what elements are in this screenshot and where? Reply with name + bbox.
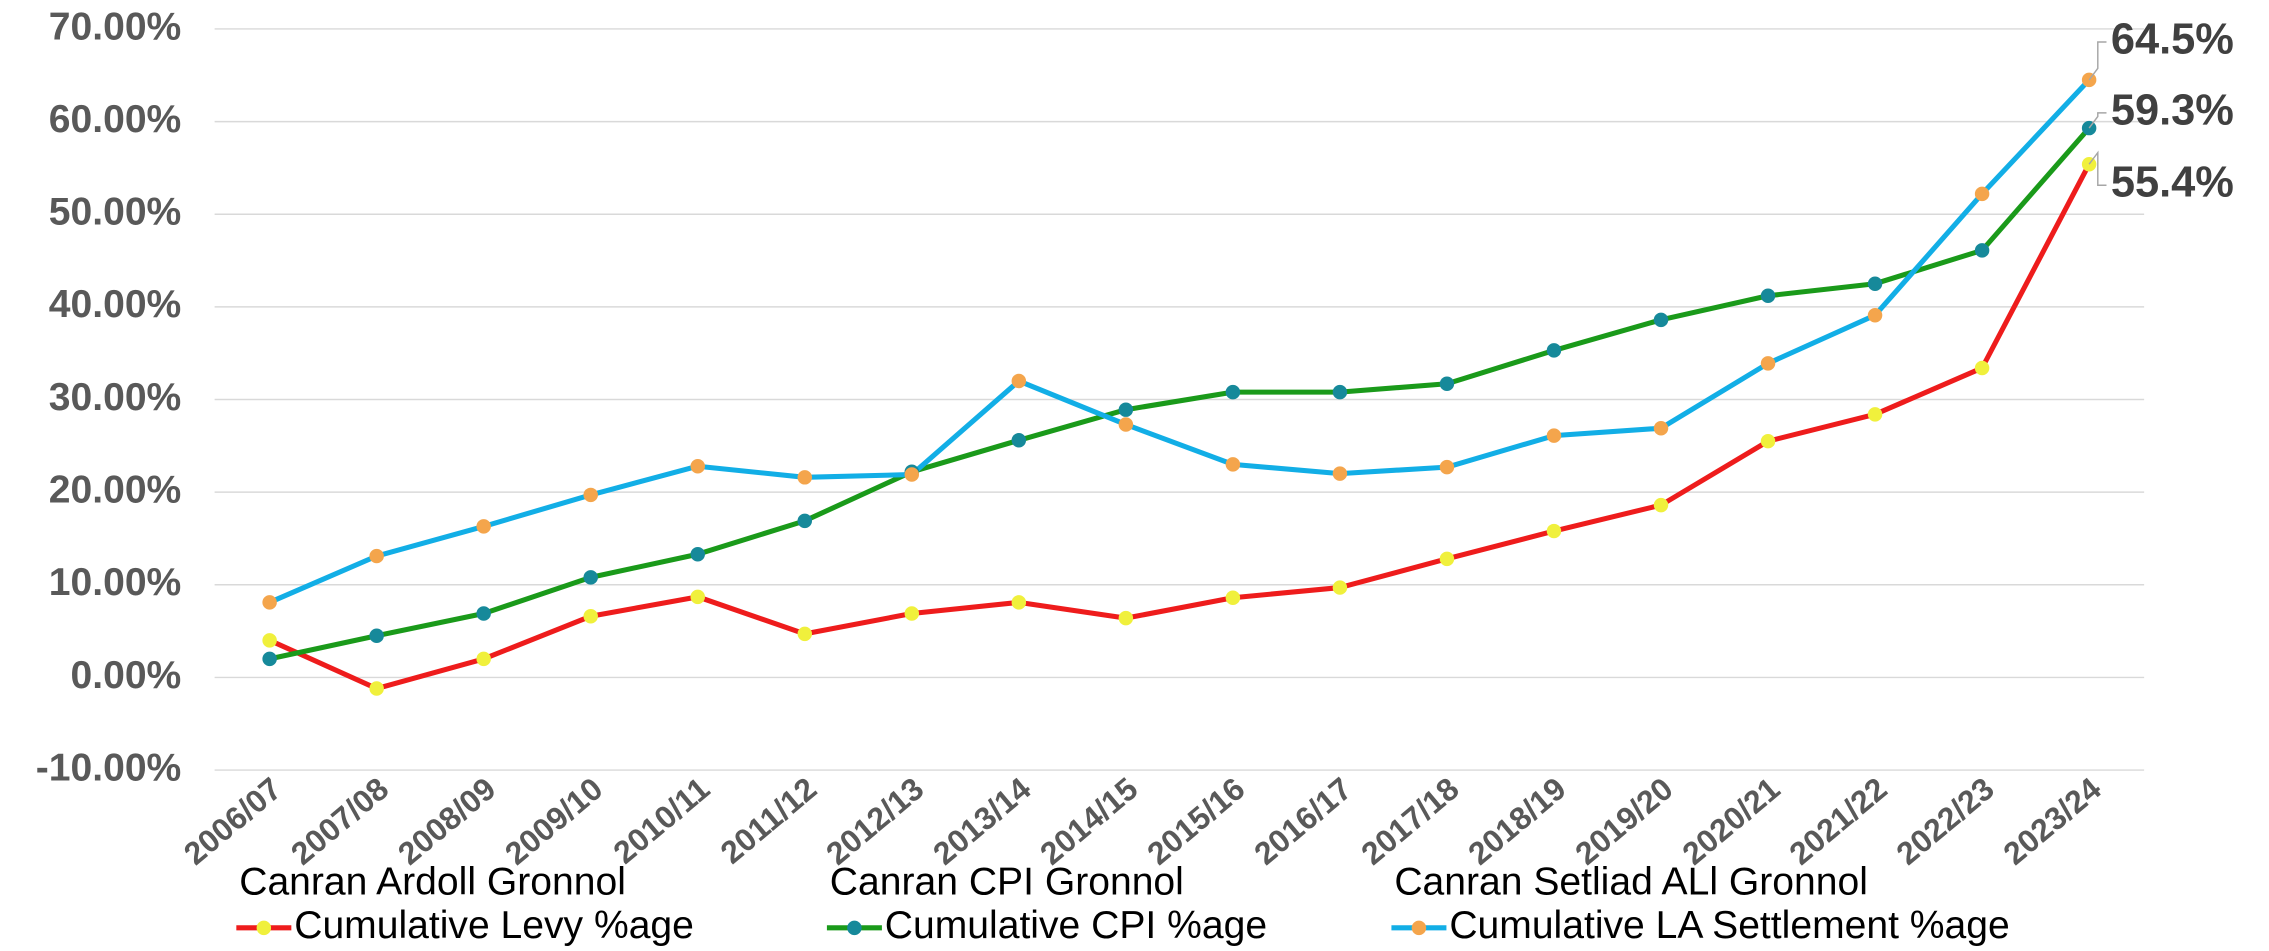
data-point [690,589,705,605]
y-tick-label: 10.00% [49,561,182,604]
y-tick-label: 60.00% [49,98,182,141]
data-point [476,651,491,667]
data-point [262,633,277,648]
y-tick-label: 50.00% [49,191,182,234]
x-tick-label: 2022/23 [1889,770,2000,872]
data-point [1118,402,1134,417]
data-point [1118,610,1134,626]
x-tick-label: 2011/12 [713,770,823,870]
series-line [268,78,2091,605]
data-point [1974,186,1990,202]
data-point [369,628,384,643]
leader-line [2088,41,2107,81]
data-point [1225,590,1241,605]
data-point [476,519,491,534]
y-tick-label: 70.00% [49,5,182,48]
legend-title: Canran Ardoll Gronnol [239,861,626,904]
data-point [1225,457,1241,472]
data-point [1760,288,1776,303]
legend-label: Cumulative LA Settlement %age [1449,904,2009,947]
x-tick-label: 2009/10 [498,770,609,872]
data-point [369,681,384,696]
series-line [268,163,2092,692]
data-point [1653,497,1669,513]
data-point [904,606,920,621]
data-point [369,548,384,564]
data-point [1974,360,1990,376]
legend-label: Cumulative CPI %age [885,904,1267,947]
y-tick-label: 20.00% [49,468,182,511]
legend-title: Canran Setliad ALl Gronnol [1394,861,1868,904]
data-point [1546,428,1562,443]
data-point [583,570,598,585]
data-point [262,651,277,667]
data-point [690,458,705,474]
data-point [797,626,813,642]
x-tick-label: 2023/24 [1996,770,2108,872]
data-point [690,546,705,562]
data-point [583,609,598,624]
legend-marker [1411,920,1427,936]
x-tick-label: 2015/16 [1140,770,1251,872]
x-tick-label: 2007/08 [284,770,395,872]
x-tick-label: 2012/13 [819,770,930,872]
data-point [1546,343,1562,358]
data-label: 55.4% [2111,159,2234,207]
x-tick-label: 2018/19 [1461,770,1572,872]
leader-line [2088,112,2107,129]
legend-marker [847,920,862,936]
data-point [1225,384,1241,400]
data-point [583,487,598,503]
x-tick-label: 2017/18 [1354,770,1465,872]
leader-line [2088,150,2107,187]
data-point [1439,376,1455,391]
y-tick-label: -10.00% [36,746,182,789]
x-tick-label: 2010/11 [606,770,716,870]
x-tick-label: 2016/17 [1247,770,1358,872]
x-tick-label: 2014/15 [1033,770,1144,872]
data-point [1332,466,1348,481]
legend-marker [256,920,272,936]
data-point [1653,420,1669,436]
data-point [1011,433,1027,448]
data-point [1760,356,1776,371]
data-point [904,467,920,482]
data-point [1118,417,1134,432]
data-point [1760,433,1776,449]
legend-label: Cumulative Levy %age [294,904,694,947]
data-point [1011,595,1027,610]
data-point [1011,373,1027,389]
x-tick-label: 2008/09 [391,770,502,872]
data-point [476,606,491,621]
y-tick-label: 30.00% [49,376,182,419]
x-tick-label: 2019/20 [1568,770,1679,872]
data-point [797,513,813,529]
series-line [269,126,2092,662]
x-tick-label: 2020/21 [1675,770,1786,872]
data-point [1546,523,1562,539]
x-tick-label: 2006/07 [177,770,288,872]
data-point [262,595,277,610]
data-label: 59.3% [2111,86,2234,134]
data-point [1867,407,1883,422]
data-label: 64.5% [2111,15,2234,63]
data-point [1867,276,1883,291]
x-tick-label: 2021/22 [1782,770,1893,872]
data-point [1439,551,1455,567]
data-point [1974,243,1990,258]
data-point [1653,312,1669,328]
data-point [1332,384,1348,400]
data-point [1439,459,1455,475]
y-tick-label: 40.00% [49,283,182,326]
legend-title: Canran CPI Gronnol [830,861,1184,904]
data-point [797,470,813,485]
data-point [1867,307,1883,323]
x-tick-label: 2013/14 [926,770,1038,872]
y-tick-label: 0.00% [71,654,182,697]
data-point [1332,580,1348,595]
